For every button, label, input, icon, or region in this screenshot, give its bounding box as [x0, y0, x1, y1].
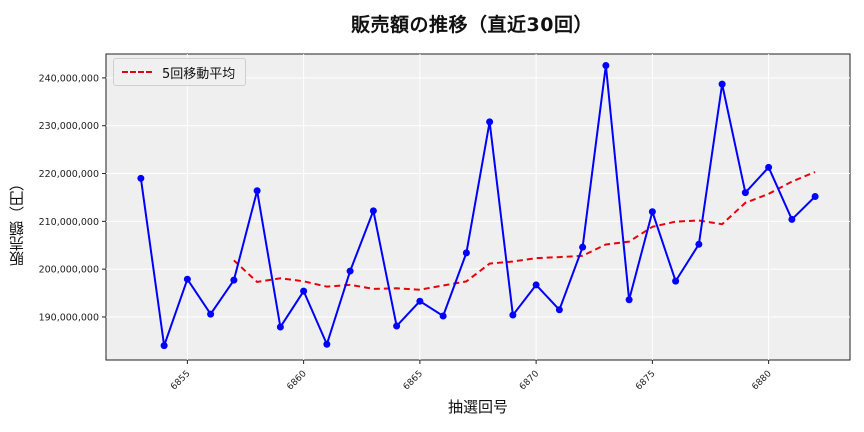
data-point-marker [183, 275, 191, 283]
y-tick-label: 230,000,000 [39, 121, 99, 132]
data-point-marker [811, 192, 819, 200]
y-tick-label: 210,000,000 [39, 217, 99, 228]
data-point-marker [509, 311, 517, 319]
data-point-marker [253, 187, 261, 195]
data-point-marker [462, 249, 470, 257]
y-axis-ticks: 190,000,000 200,000,000 210,000,000 220,000… [39, 73, 106, 323]
chart-title: 販売額の推移（直近30回） [351, 14, 593, 36]
data-point-marker [207, 310, 215, 318]
data-point-marker [160, 342, 168, 350]
data-point-marker [765, 163, 773, 171]
data-point-marker [439, 312, 447, 320]
sales-line [137, 61, 819, 350]
data-point-marker [393, 322, 401, 330]
data-point-marker [416, 297, 424, 305]
data-point-marker [625, 296, 633, 304]
data-point-marker [532, 281, 540, 289]
y-tick-label: 220,000,000 [39, 169, 99, 180]
x-tick-label: 6875 [634, 369, 657, 392]
x-axis-label: 抽選回号 [447, 398, 508, 416]
data-point-marker [346, 267, 354, 275]
data-point-marker [602, 61, 610, 69]
y-tick-label: 240,000,000 [39, 73, 99, 84]
data-point-marker [788, 215, 796, 223]
data-point-marker [323, 340, 331, 348]
data-point-marker [369, 207, 377, 215]
data-point-marker [718, 80, 726, 88]
data-point-marker [672, 277, 680, 285]
legend: 5回移動平均 [113, 58, 247, 86]
legend-label: 5回移動平均 [162, 66, 236, 82]
data-point-marker [648, 208, 656, 216]
y-tick-label: 190,000,000 [39, 312, 99, 323]
plot-area [105, 53, 851, 361]
x-tick-label: 6855 [169, 369, 192, 392]
data-point-marker [695, 240, 703, 248]
x-tick-label: 6880 [750, 369, 773, 392]
data-point-marker [555, 306, 563, 314]
data-point-marker [300, 287, 308, 295]
y-tick-label: 200,000,000 [39, 265, 99, 276]
legend-dashed-line-icon [122, 71, 152, 73]
data-point-marker [137, 174, 145, 182]
data-point-marker [486, 118, 494, 126]
x-axis-ticks: 6855 6860 6865 6870 6875 6880 [169, 360, 774, 392]
x-tick-label: 6860 [285, 369, 308, 392]
x-tick-label: 6865 [402, 369, 425, 392]
data-point-marker [741, 189, 749, 197]
data-point-marker [579, 243, 587, 251]
data-point-marker [230, 276, 238, 284]
x-tick-label: 6870 [518, 369, 541, 392]
data-point-marker [276, 323, 284, 331]
